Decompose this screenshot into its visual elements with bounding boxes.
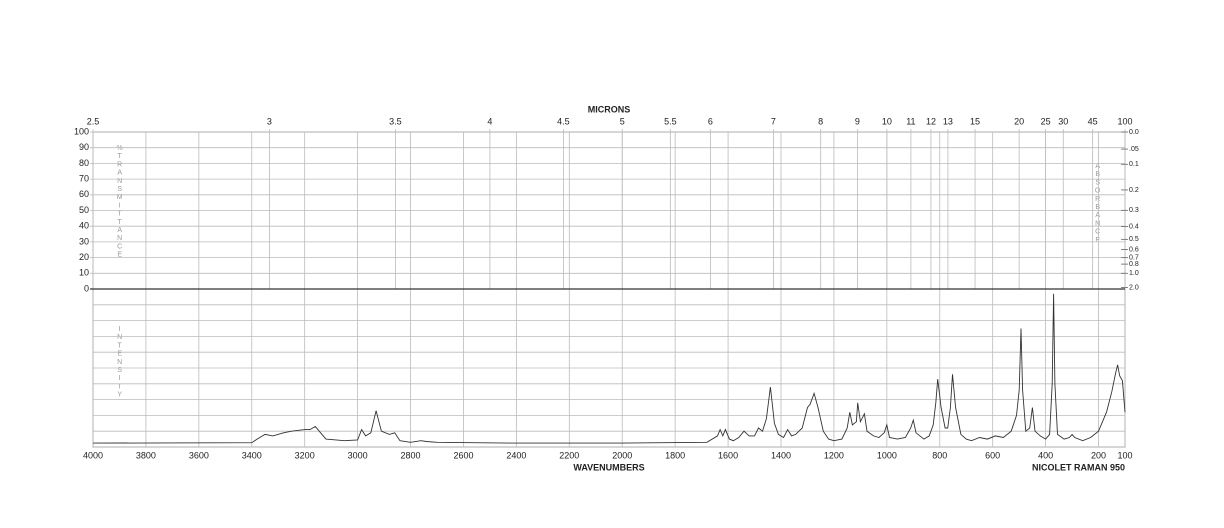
x-tick-label: 200 — [1091, 450, 1106, 460]
y2-tick-label: 0.8 — [1129, 261, 1139, 268]
y2-tick-label: .05 — [1129, 146, 1139, 153]
x2-tick-label: 20 — [1014, 116, 1024, 126]
y2-tick-label: 0.5 — [1129, 236, 1139, 243]
x2-tick-label: 13 — [943, 116, 953, 126]
x-tick-label: 2600 — [453, 450, 473, 460]
x-tick-label: 2400 — [506, 450, 526, 460]
y-tick-label: 20 — [79, 252, 89, 262]
x-tick-label: 800 — [932, 450, 947, 460]
x-tick-label: 3600 — [189, 450, 209, 460]
x-tick-label: 2200 — [559, 450, 579, 460]
x2-tick-label: 25 — [1041, 116, 1051, 126]
x2-axis-title: MICRONS — [588, 104, 631, 114]
x-tick-label: 4000 — [83, 450, 103, 460]
x2-tick-label: 12 — [926, 116, 936, 126]
x2-tick-label: 15 — [970, 116, 980, 126]
x-tick-label: 1600 — [718, 450, 738, 460]
y2-tick-label: 0.4 — [1129, 223, 1139, 230]
x2-tick-label: 4.5 — [557, 116, 570, 126]
y-tick-label: 80 — [79, 158, 89, 168]
x2-tick-label: 3 — [267, 116, 272, 126]
y2-tick-label: 0.6 — [1129, 246, 1139, 253]
y-tick-label: 30 — [79, 236, 89, 246]
x-tick-label: 3800 — [136, 450, 156, 460]
x-tick-label: 400 — [1038, 450, 1053, 460]
y2-tick-label: 0.3 — [1129, 207, 1139, 214]
y2-tick-label: 0.2 — [1129, 187, 1139, 194]
y-tick-label: 0 — [84, 283, 89, 293]
x-tick-label: 1800 — [665, 450, 685, 460]
x2-tick-label: 5 — [620, 116, 625, 126]
x2-tick-label: 6 — [708, 116, 713, 126]
x2-tick-label: 2.5 — [87, 116, 100, 126]
x-tick-label: 1200 — [824, 450, 844, 460]
x2-tick-label: 7 — [771, 116, 776, 126]
y-tick-label: 50 — [79, 205, 89, 215]
x-tick-label: 3400 — [242, 450, 262, 460]
x-tick-label: 3200 — [295, 450, 315, 460]
transmittance-label: %TRANSMITTANCE — [116, 145, 123, 260]
x2-tick-label: 4 — [487, 116, 492, 126]
y2-tick-label: 2.0 — [1129, 284, 1139, 291]
x-tick-label: 1400 — [771, 450, 791, 460]
x2-tick-label: 45 — [1088, 116, 1098, 126]
x2-tick-label: 100 — [1117, 116, 1132, 126]
y-tick-label: 90 — [79, 142, 89, 152]
x2-tick-label: 8 — [818, 116, 823, 126]
y2-tick-label: 0.7 — [1129, 255, 1139, 262]
x2-tick-label: 5.5 — [664, 116, 677, 126]
x2-tick-label: 11 — [906, 116, 915, 126]
x-tick-label: 3000 — [348, 450, 368, 460]
y-tick-label: 60 — [79, 189, 89, 199]
spectrum-line — [92, 293, 1126, 444]
x-tick-label: 600 — [985, 450, 1000, 460]
x-tick-label: 2000 — [612, 450, 632, 460]
y-tick-label: 10 — [79, 268, 89, 278]
y-tick-label: 100 — [74, 126, 89, 136]
x-tick-label: 100 — [1117, 450, 1132, 460]
y-tick-label: 40 — [79, 221, 89, 231]
x-axis-title: WAVENUMBERS — [573, 462, 644, 472]
x2-tick-label: 9 — [855, 116, 860, 126]
intensity-label: INTENSITY — [116, 326, 123, 400]
instrument-label: NICOLET RAMAN 950 — [1032, 462, 1125, 472]
y-tick-label: 70 — [79, 173, 89, 183]
absorbance-label: ABSORBANCE — [1094, 163, 1101, 245]
x2-tick-label: 3.5 — [389, 116, 402, 126]
y2-tick-label: 0.1 — [1129, 161, 1139, 168]
x-tick-label: 2800 — [401, 450, 421, 460]
y2-tick-label: 0.0 — [1129, 129, 1139, 136]
x-tick-label: 1000 — [877, 450, 897, 460]
x2-tick-label: 10 — [882, 116, 892, 126]
y2-tick-label: 1.0 — [1129, 270, 1139, 277]
x2-tick-label: 30 — [1058, 116, 1068, 126]
